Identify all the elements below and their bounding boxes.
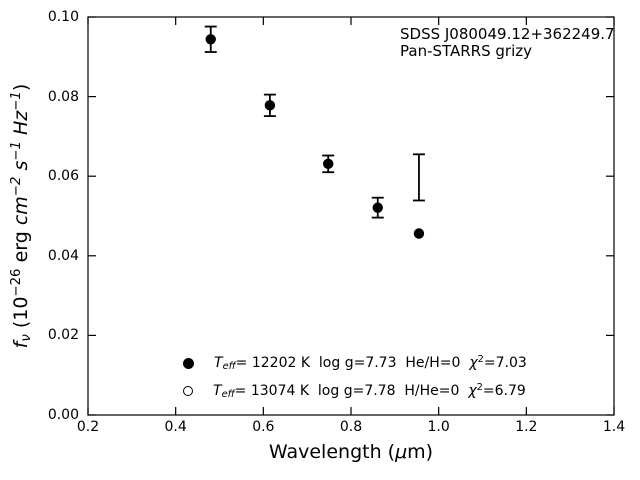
text-run: −1 <box>9 91 25 111</box>
text-run: −1 <box>9 141 25 161</box>
filled-circle-icon <box>183 357 194 369</box>
text-run: Wavelength ( <box>268 441 396 463</box>
text-run: χ <box>468 383 477 399</box>
x-axis-label: Wavelength (μm) <box>269 441 433 463</box>
x-tick-label: 1.0 <box>427 419 450 435</box>
legend-label: Teff= 12202 K log g=7.73 He/H=0 χ2=7.03 <box>214 354 527 373</box>
x-tick-label: 1.2 <box>515 419 538 435</box>
y-axis-label: fν (10−26 erg cm−2 s−1 Hz−1) <box>9 84 34 349</box>
text-run: = 13074 K log g=7.78 H/He=0 <box>234 383 469 399</box>
y-tick-label: 0.10 <box>47 9 79 25</box>
annotation-object-name: SDSS J080049.12+362249.7 <box>400 25 615 43</box>
text-run: eff <box>222 361 236 373</box>
text-run: = 12202 K log g=7.73 He/H=0 <box>235 355 470 371</box>
text-run: =6.79 <box>482 383 526 399</box>
open-circle-icon <box>183 386 193 396</box>
legend-row: Teff= 13074 K log g=7.78 H/He=0 χ2=6.79 <box>181 377 527 405</box>
x-tick-label: 0.4 <box>164 419 187 435</box>
x-tick-label: 0.8 <box>339 419 363 435</box>
data-point-marker <box>205 34 216 45</box>
data-point-marker <box>323 158 334 170</box>
annotation-block: SDSS J080049.12+362249.7 Pan-STARRS griz… <box>400 26 615 60</box>
text-run: −2 <box>9 176 25 197</box>
x-tick-label: 0.6 <box>252 419 275 435</box>
x-tick-label: 0.2 <box>76 419 100 435</box>
data-point-marker <box>413 228 425 239</box>
legend: Teff= 12202 K log g=7.73 He/H=0 χ2=7.03 T… <box>181 349 527 405</box>
y-tick-label: 0.08 <box>47 88 79 105</box>
y-tick-label: 0.02 <box>47 327 79 344</box>
data-point-marker <box>372 202 383 213</box>
text-run: μ <box>395 441 408 463</box>
text-run: Hz <box>10 110 32 135</box>
legend-row: Teff= 12202 K log g=7.73 He/H=0 χ2=7.03 <box>181 349 527 377</box>
annotation-survey-name: Pan-STARRS grizy <box>400 42 533 60</box>
y-tick-label: 0.04 <box>47 247 79 264</box>
text-run: 2 <box>477 354 484 366</box>
y-tick-label: 0.00 <box>47 407 79 423</box>
text-run: eff <box>221 389 235 401</box>
text-run: 2 <box>476 382 483 394</box>
text-run <box>10 135 32 141</box>
text-run: T <box>213 383 222 399</box>
text-run: χ <box>469 355 478 371</box>
data-point-marker <box>264 100 276 111</box>
text-run: −26 <box>9 268 25 297</box>
text-run: T <box>214 355 223 371</box>
legend-label: Teff= 13074 K log g=7.78 H/He=0 χ2=6.79 <box>213 382 526 401</box>
text-run: cm <box>10 196 32 226</box>
text-run: m) <box>407 441 434 463</box>
x-tick-label: 1.4 <box>602 419 626 435</box>
text-run: =7.03 <box>483 355 527 371</box>
y-tick-label: 0.06 <box>47 168 79 185</box>
